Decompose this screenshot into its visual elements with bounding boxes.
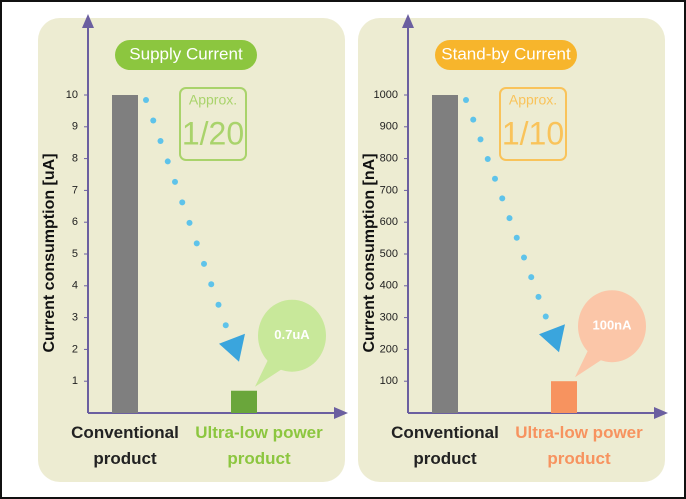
value-label: 0.7uA bbox=[274, 327, 310, 342]
annotation-box bbox=[499, 87, 567, 161]
y-tick-label: 9 bbox=[72, 121, 78, 133]
y-tick-label: 900 bbox=[380, 121, 398, 133]
y-axis-arrow bbox=[402, 14, 414, 28]
arrow-dot bbox=[528, 274, 535, 281]
arrow-dot bbox=[164, 158, 171, 165]
x-tick-label: Conventional product bbox=[71, 423, 179, 468]
bar bbox=[231, 390, 257, 413]
y-tick-label: 600 bbox=[380, 216, 398, 228]
y-tick-label: 4 bbox=[72, 280, 78, 292]
bar bbox=[112, 95, 138, 413]
arrow-dot bbox=[499, 195, 506, 202]
arrow-dot bbox=[470, 116, 477, 123]
arrow-dot bbox=[535, 293, 542, 300]
arrow-dot bbox=[521, 254, 527, 261]
arrow-dot bbox=[484, 156, 491, 163]
arrow-dot bbox=[208, 281, 215, 288]
x-tick-label: Conventional product bbox=[391, 423, 499, 468]
arrow-dot bbox=[506, 215, 513, 222]
chart-title: Supply Current bbox=[129, 44, 243, 63]
x-tick-label: Ultra-low power product bbox=[195, 423, 323, 468]
y-tick-label: 500 bbox=[380, 248, 398, 260]
y-tick-label: 300 bbox=[380, 312, 398, 324]
y-tick-label: 700 bbox=[380, 184, 398, 196]
y-tick-label: 3 bbox=[72, 312, 78, 324]
y-tick-label: 800 bbox=[380, 153, 398, 165]
arrow-dot bbox=[542, 313, 549, 320]
arrow-dot bbox=[186, 219, 193, 226]
y-tick-label: 5 bbox=[72, 248, 78, 260]
arrow-dot bbox=[193, 240, 200, 247]
y-tick-label: 200 bbox=[380, 343, 398, 355]
y-tick-label: 1 bbox=[72, 375, 78, 387]
arrow-dot bbox=[222, 322, 229, 329]
arrow-dot bbox=[179, 199, 186, 206]
arrow-dot bbox=[477, 136, 484, 143]
bubble bbox=[258, 299, 326, 372]
y-axis-label: Current consumption [nA] bbox=[361, 153, 378, 352]
x-axis-arrow bbox=[654, 407, 668, 419]
arrow-dot bbox=[492, 175, 498, 182]
arrow-dot bbox=[463, 97, 469, 103]
bar bbox=[432, 95, 458, 413]
arrow-dot bbox=[172, 178, 178, 185]
bubble bbox=[578, 290, 646, 363]
y-tick-label: 2 bbox=[72, 343, 78, 355]
y-tick-label: 100 bbox=[380, 375, 398, 387]
y-tick-label: 6 bbox=[72, 216, 78, 228]
title-pill bbox=[435, 40, 577, 70]
value-label: 100nA bbox=[592, 318, 632, 333]
arrow-dot bbox=[150, 117, 157, 124]
arrow-dot bbox=[513, 234, 520, 241]
y-tick-label: 7 bbox=[72, 184, 78, 196]
y-tick-label: 10 bbox=[66, 89, 78, 101]
annotation-label: Approx. bbox=[509, 92, 557, 108]
arrow-head bbox=[219, 333, 245, 362]
chart-title: Stand-by Current bbox=[441, 44, 571, 63]
y-tick-label: 1000 bbox=[374, 89, 398, 101]
arrow-dot bbox=[215, 301, 222, 308]
arrow-dot bbox=[157, 137, 164, 144]
x-axis-arrow bbox=[334, 407, 348, 419]
y-tick-label: 8 bbox=[72, 153, 78, 165]
arrow-head bbox=[539, 324, 565, 353]
arrow-dot bbox=[201, 260, 207, 267]
title-pill bbox=[115, 40, 257, 70]
arrow-dot bbox=[143, 97, 149, 103]
annotation-ratio: 1/20 bbox=[182, 115, 244, 151]
x-tick-label: Ultra-low power product bbox=[515, 423, 643, 468]
y-axis-arrow bbox=[82, 14, 94, 28]
y-tick-label: 400 bbox=[380, 280, 398, 292]
bar bbox=[551, 381, 577, 413]
annotation-label: Approx. bbox=[189, 92, 237, 108]
annotation-ratio: 1/10 bbox=[502, 115, 564, 151]
y-axis-label: Current consumption [uA] bbox=[41, 153, 58, 352]
annotation-box bbox=[179, 87, 247, 161]
